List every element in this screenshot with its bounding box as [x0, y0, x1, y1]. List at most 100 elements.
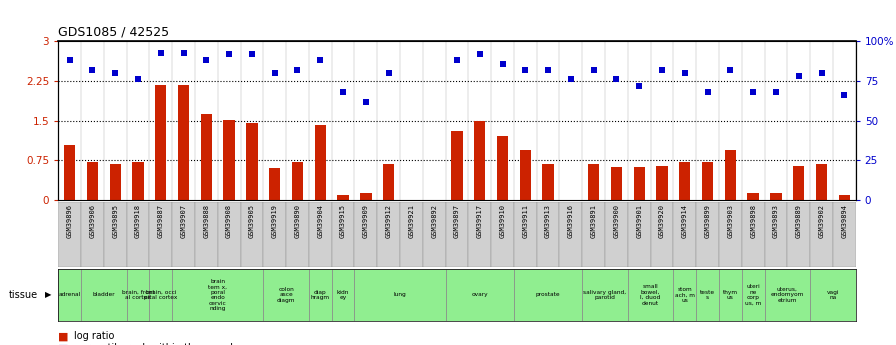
Text: ovary: ovary	[471, 293, 488, 297]
Bar	[469, 202, 491, 267]
Text: teste
s: teste s	[700, 290, 715, 300]
Bar	[172, 202, 195, 267]
Text: tissue: tissue	[9, 290, 39, 300]
Bar	[155, 85, 167, 200]
Bar	[58, 202, 81, 267]
Text: GSM39921: GSM39921	[409, 204, 414, 238]
Bar	[246, 123, 258, 200]
Text: uteri
ne
corp
us, m: uteri ne corp us, m	[745, 284, 762, 306]
Text: GSM39904: GSM39904	[317, 204, 323, 238]
Bar	[133, 162, 143, 200]
Text: uterus,
endomyom
etrium: uterus, endomyom etrium	[771, 287, 804, 303]
Bar	[496, 136, 508, 200]
Text: GSM39905: GSM39905	[249, 204, 254, 238]
Bar	[747, 193, 759, 200]
Text: bladder: bladder	[92, 293, 115, 297]
Text: GSM39901: GSM39901	[636, 204, 642, 238]
Text: brain
tem x,
poral
endo
cervic
nding: brain tem x, poral endo cervic nding	[208, 279, 228, 311]
Bar	[764, 202, 788, 267]
Bar	[810, 269, 856, 321]
Bar	[810, 202, 833, 267]
Text: GSM39918: GSM39918	[135, 204, 141, 238]
Text: GSM39889: GSM39889	[796, 204, 802, 238]
Bar	[445, 202, 469, 267]
Bar	[679, 162, 691, 200]
Text: vagi
na: vagi na	[827, 290, 840, 300]
Text: GSM39891: GSM39891	[590, 204, 597, 238]
Text: GSM39914: GSM39914	[682, 204, 688, 238]
Bar	[588, 164, 599, 200]
Bar	[656, 166, 668, 200]
Text: GSM39887: GSM39887	[158, 204, 164, 238]
Bar	[150, 269, 172, 321]
Bar	[109, 164, 121, 200]
Text: ■: ■	[58, 344, 69, 345]
Bar	[383, 164, 394, 200]
Bar	[81, 269, 126, 321]
Text: GSM39907: GSM39907	[181, 204, 186, 238]
Text: stom
ach, m
us: stom ach, m us	[675, 287, 694, 303]
Bar	[309, 269, 332, 321]
Text: GSM39919: GSM39919	[271, 204, 278, 238]
Bar	[126, 269, 150, 321]
Bar	[201, 115, 212, 200]
Bar	[771, 193, 781, 200]
Text: ■: ■	[58, 332, 69, 341]
Bar	[628, 202, 650, 267]
Bar	[491, 202, 514, 267]
Bar	[833, 202, 856, 267]
Bar	[263, 269, 309, 321]
Text: GSM39888: GSM39888	[203, 204, 210, 238]
Bar	[650, 202, 674, 267]
Bar	[172, 269, 263, 321]
Bar	[292, 162, 303, 200]
Bar	[332, 269, 355, 321]
Bar	[445, 269, 514, 321]
Bar	[719, 202, 742, 267]
Bar	[542, 164, 554, 200]
Text: salivary gland,
parotid: salivary gland, parotid	[583, 290, 626, 300]
Bar	[423, 202, 445, 267]
Bar	[337, 195, 349, 200]
Bar	[628, 269, 674, 321]
Bar	[240, 202, 263, 267]
Bar	[64, 145, 75, 200]
Bar	[332, 202, 355, 267]
Bar	[520, 150, 531, 200]
Text: GSM39895: GSM39895	[112, 204, 118, 238]
Bar	[742, 202, 764, 267]
Bar	[177, 85, 189, 200]
Text: GSM39897: GSM39897	[454, 204, 460, 238]
Text: GSM39912: GSM39912	[385, 204, 392, 238]
Text: prostate: prostate	[536, 293, 560, 297]
Text: GSM39915: GSM39915	[340, 204, 346, 238]
Bar	[104, 202, 126, 267]
Text: thym
us: thym us	[723, 290, 738, 300]
Bar	[314, 125, 326, 200]
Text: GSM39893: GSM39893	[773, 204, 779, 238]
Text: GSM39902: GSM39902	[819, 204, 824, 238]
Text: percentile rank within the sample: percentile rank within the sample	[74, 344, 239, 345]
Text: kidn
ey: kidn ey	[337, 290, 349, 300]
Bar	[611, 167, 622, 200]
Text: GSM39900: GSM39900	[614, 204, 619, 238]
Bar	[355, 269, 445, 321]
Text: lung: lung	[393, 293, 407, 297]
Text: ▶: ▶	[45, 290, 51, 299]
Bar	[514, 202, 537, 267]
Bar	[355, 202, 377, 267]
Bar	[360, 193, 372, 200]
Text: GSM39916: GSM39916	[568, 204, 573, 238]
Bar	[269, 168, 280, 200]
Bar	[309, 202, 332, 267]
Bar	[582, 269, 628, 321]
Text: GSM39917: GSM39917	[477, 204, 483, 238]
Text: adrenal: adrenal	[58, 293, 81, 297]
Bar	[514, 269, 582, 321]
Text: diap
hragm: diap hragm	[311, 290, 330, 300]
Bar	[286, 202, 309, 267]
Bar	[702, 162, 713, 200]
Bar	[839, 195, 850, 200]
Bar	[696, 202, 719, 267]
Text: GSM39903: GSM39903	[728, 204, 733, 238]
